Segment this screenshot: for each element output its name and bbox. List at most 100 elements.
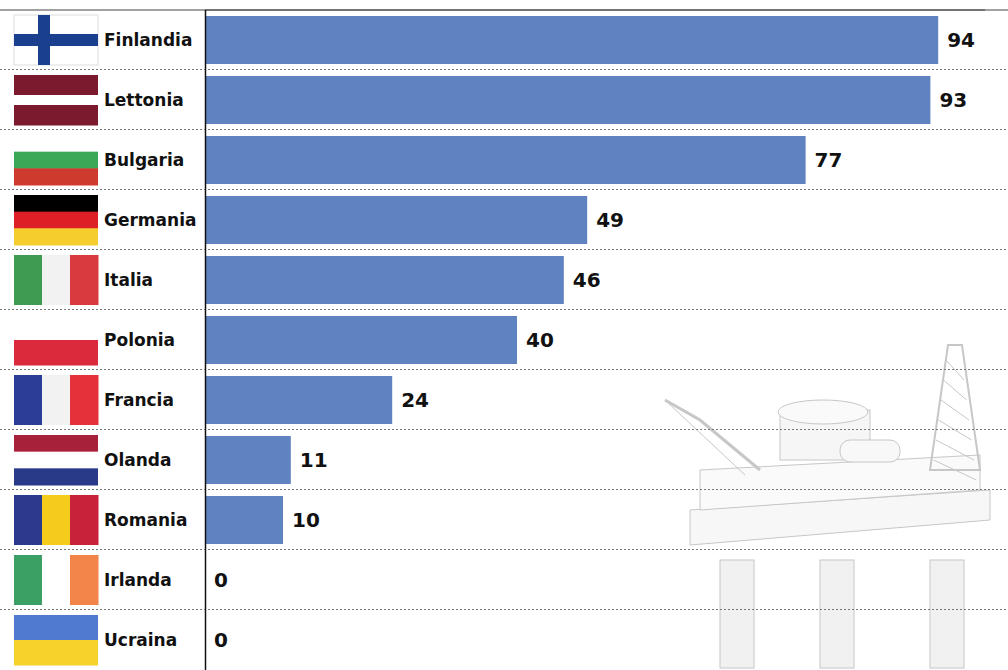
rig-derrick-brace — [941, 400, 969, 420]
flag-stripe — [14, 640, 98, 666]
category-label: Romania — [104, 510, 187, 530]
rig-crane — [665, 400, 760, 470]
rig-deck — [700, 455, 980, 510]
flag — [14, 435, 98, 486]
rig-leg — [820, 560, 854, 668]
rig-derrick-brace — [944, 380, 967, 400]
data-label: 0 — [214, 568, 228, 592]
flag — [14, 495, 99, 545]
chart: Finlandia Lettonia Bulgaria Germania Italia P… — [0, 0, 1008, 670]
flag-stripe — [14, 315, 98, 341]
flag-stripe — [14, 228, 98, 245]
flag-stripe — [14, 168, 98, 185]
flag-stripe — [14, 615, 98, 641]
x-axis-range-line — [205, 10, 985, 11]
row-separator — [0, 429, 1008, 430]
category-label: Ucraina — [104, 630, 177, 650]
bar — [206, 256, 564, 304]
data-label: 94 — [947, 28, 975, 52]
flag-stripe — [14, 340, 98, 366]
data-label: 46 — [573, 268, 601, 292]
rig-illustration — [665, 345, 990, 668]
flag — [14, 15, 98, 65]
flag-stripe — [14, 152, 98, 169]
data-label: 0 — [214, 628, 228, 652]
bar — [206, 16, 938, 64]
category-label: Francia — [104, 390, 174, 410]
row-separator — [0, 369, 1008, 370]
category-label: Olanda — [104, 450, 172, 470]
rig-tank — [840, 440, 900, 462]
data-label: 10 — [292, 508, 320, 532]
flag — [14, 255, 99, 305]
bar — [206, 196, 587, 244]
row-separator — [0, 549, 1008, 550]
bar — [206, 136, 806, 184]
flag-stripe — [14, 195, 98, 212]
data-label: 77 — [815, 148, 843, 172]
flag-field — [14, 15, 98, 65]
category-label: Italia — [104, 270, 153, 290]
row-separator — [0, 69, 1008, 70]
flag-stripe — [14, 555, 43, 605]
flag-stripe — [14, 255, 43, 305]
row-separator — [0, 129, 1008, 130]
bars — [206, 16, 938, 544]
flag-stripe — [70, 375, 99, 425]
rig-derrick-brace — [936, 440, 974, 460]
data-label: 40 — [526, 328, 554, 352]
flag-stripe — [42, 495, 71, 545]
row-separator — [0, 189, 1008, 190]
category-label: Lettonia — [104, 90, 184, 110]
rig-derrick-brace — [934, 460, 977, 480]
flag-stripe — [14, 495, 43, 545]
bar — [206, 376, 392, 424]
rig-crane — [665, 400, 745, 475]
row-separator — [0, 489, 1008, 490]
data-label: 49 — [596, 208, 624, 232]
rig-derrick-brace — [939, 420, 972, 440]
flag-stripe — [70, 255, 99, 305]
flag-stripe — [14, 95, 98, 106]
flag — [14, 375, 99, 425]
flag-stripe — [14, 75, 98, 96]
flag — [14, 555, 99, 605]
bar — [206, 496, 283, 544]
flag-stripe — [42, 555, 71, 605]
flag-stripe — [14, 135, 98, 152]
flag-stripe — [14, 105, 98, 126]
category-label: Bulgaria — [104, 150, 184, 170]
row-separator — [0, 609, 1008, 610]
flag — [14, 135, 98, 186]
category-label: Irlanda — [104, 570, 172, 590]
row-separator — [0, 249, 1008, 250]
flag-stripe — [14, 468, 98, 485]
flag — [14, 75, 98, 126]
flag-stripe — [42, 255, 71, 305]
flag — [14, 615, 98, 666]
top-rule — [0, 10, 1008, 11]
rig-leg — [720, 560, 754, 668]
category-axis — [205, 10, 207, 670]
category-label: Polonia — [104, 330, 175, 350]
rig-derrick — [930, 345, 980, 470]
flag-stripe — [14, 452, 98, 469]
data-label: 24 — [401, 388, 429, 412]
flag-stripe — [14, 435, 98, 452]
flag-stripe — [42, 375, 71, 425]
row-separator — [0, 309, 1008, 310]
flag-stripe — [14, 375, 43, 425]
bar — [206, 316, 517, 364]
flag-stripe — [14, 212, 98, 229]
data-label: 11 — [300, 448, 328, 472]
category-label: Finlandia — [104, 30, 192, 50]
rig-helipad — [778, 400, 868, 424]
rig-leg — [930, 560, 964, 668]
bar — [206, 76, 930, 124]
bar — [206, 436, 291, 484]
flag — [14, 195, 98, 246]
category-label: Germania — [104, 210, 196, 230]
data-label: 93 — [939, 88, 967, 112]
flag-stripe — [70, 555, 99, 605]
flag-stripe — [70, 495, 99, 545]
